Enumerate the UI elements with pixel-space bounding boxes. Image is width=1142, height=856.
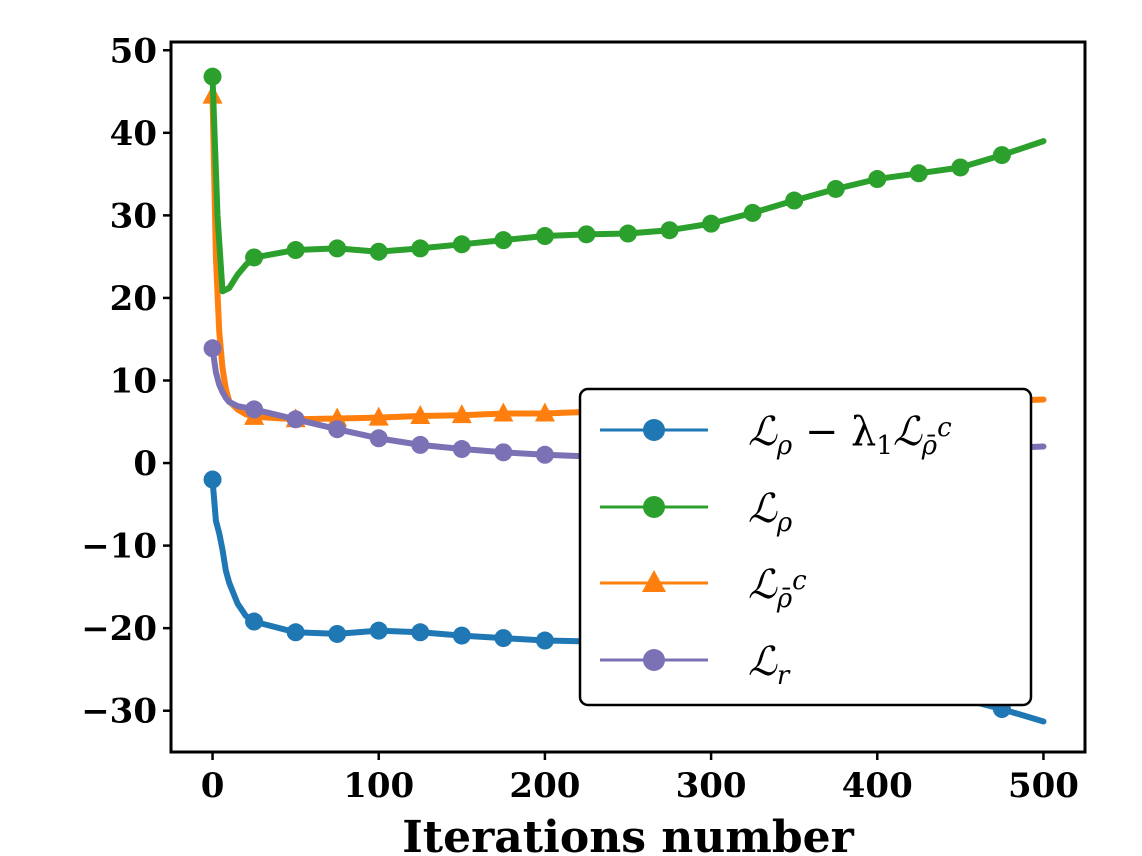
- x-tick-label: 100: [343, 766, 414, 806]
- y-tick-label: 50: [110, 31, 157, 71]
- data-point: [452, 626, 471, 645]
- x-axis-title: Iterations number: [402, 812, 854, 856]
- legend-marker-4: [643, 649, 665, 671]
- legend-marker-2: [643, 496, 665, 518]
- y-tick-label: −20: [81, 609, 157, 649]
- data-point: [826, 179, 845, 198]
- legend-entry-3: ℒρ̄c: [600, 562, 807, 614]
- x-tick-label: 400: [842, 766, 913, 806]
- y-tick-label: 40: [110, 114, 157, 154]
- legend-label-2: ℒρ: [748, 486, 793, 538]
- data-point: [493, 402, 514, 422]
- data-point: [368, 406, 389, 426]
- data-point: [660, 221, 679, 240]
- plot-area: [202, 67, 1047, 725]
- data-point: [369, 429, 388, 448]
- data-point: [328, 420, 347, 439]
- y-tick-label: 20: [110, 279, 157, 319]
- legend-entry-4: ℒr: [600, 639, 791, 691]
- legend-marker-3: [642, 570, 666, 592]
- data-point: [410, 404, 431, 424]
- data-point: [909, 164, 928, 183]
- series-2: [203, 67, 1047, 295]
- data-point: [785, 191, 804, 210]
- data-point: [203, 470, 222, 489]
- legend-label-3: ℒρ̄c: [748, 562, 807, 614]
- data-point: [577, 225, 596, 244]
- data-point: [411, 623, 430, 642]
- legend-entry-1: ℒρ − λ1ℒρ̄c: [600, 409, 952, 461]
- data-point: [203, 67, 222, 86]
- data-point: [951, 158, 970, 177]
- y-tick-label: 0: [133, 444, 157, 484]
- data-point: [451, 404, 472, 424]
- y-tick-label: −30: [81, 692, 157, 732]
- data-point: [494, 231, 513, 250]
- data-point: [369, 242, 388, 261]
- x-tick-label: 500: [1008, 766, 1079, 806]
- data-point: [702, 214, 721, 233]
- plot-frame: [169, 40, 1087, 754]
- data-point: [411, 435, 430, 454]
- series-line: [209, 92, 1047, 423]
- data-point: [245, 400, 264, 419]
- legend-entry-2: ℒρ: [600, 486, 793, 538]
- axis-ticks: 0 100 200 300 400 500 −30 −20 −10 0 10 20 30 40 50: [81, 31, 1079, 806]
- data-point: [328, 239, 347, 258]
- data-point: [245, 248, 264, 267]
- legend-marker-1: [643, 419, 665, 441]
- data-point: [286, 241, 305, 260]
- data-point: [286, 623, 305, 642]
- y-tick-label: −10: [81, 527, 157, 567]
- data-point: [494, 443, 513, 462]
- data-point: [452, 440, 471, 459]
- data-point: [452, 235, 471, 254]
- data-point: [992, 146, 1011, 165]
- data-point: [369, 621, 388, 640]
- legend-box: [578, 387, 1033, 707]
- data-point: [411, 239, 430, 258]
- legend-label-1: ℒρ − λ1ℒρ̄c: [748, 409, 952, 461]
- x-tick-label: 0: [201, 766, 225, 806]
- y-tick-label: 10: [110, 361, 157, 401]
- data-point: [328, 624, 347, 643]
- legend-label-4: ℒr: [748, 639, 791, 691]
- data-point: [286, 410, 305, 429]
- series-3: [202, 84, 1047, 428]
- data-point: [494, 629, 513, 648]
- data-point: [535, 227, 554, 246]
- x-tick-label: 200: [509, 766, 580, 806]
- data-point: [534, 402, 555, 422]
- legend: ℒρ − λ1ℒρ̄c ℒρ ℒρ̄c ℒr: [578, 387, 1033, 707]
- data-point: [535, 631, 554, 650]
- data-point: [535, 445, 554, 464]
- data-point: [619, 224, 637, 243]
- data-point: [245, 612, 264, 631]
- y-tick-label: 30: [110, 196, 157, 236]
- data-point: [868, 170, 887, 189]
- data-point: [203, 339, 222, 358]
- x-tick-label: 300: [676, 766, 747, 806]
- series-line: [209, 73, 1047, 295]
- data-point: [743, 203, 762, 222]
